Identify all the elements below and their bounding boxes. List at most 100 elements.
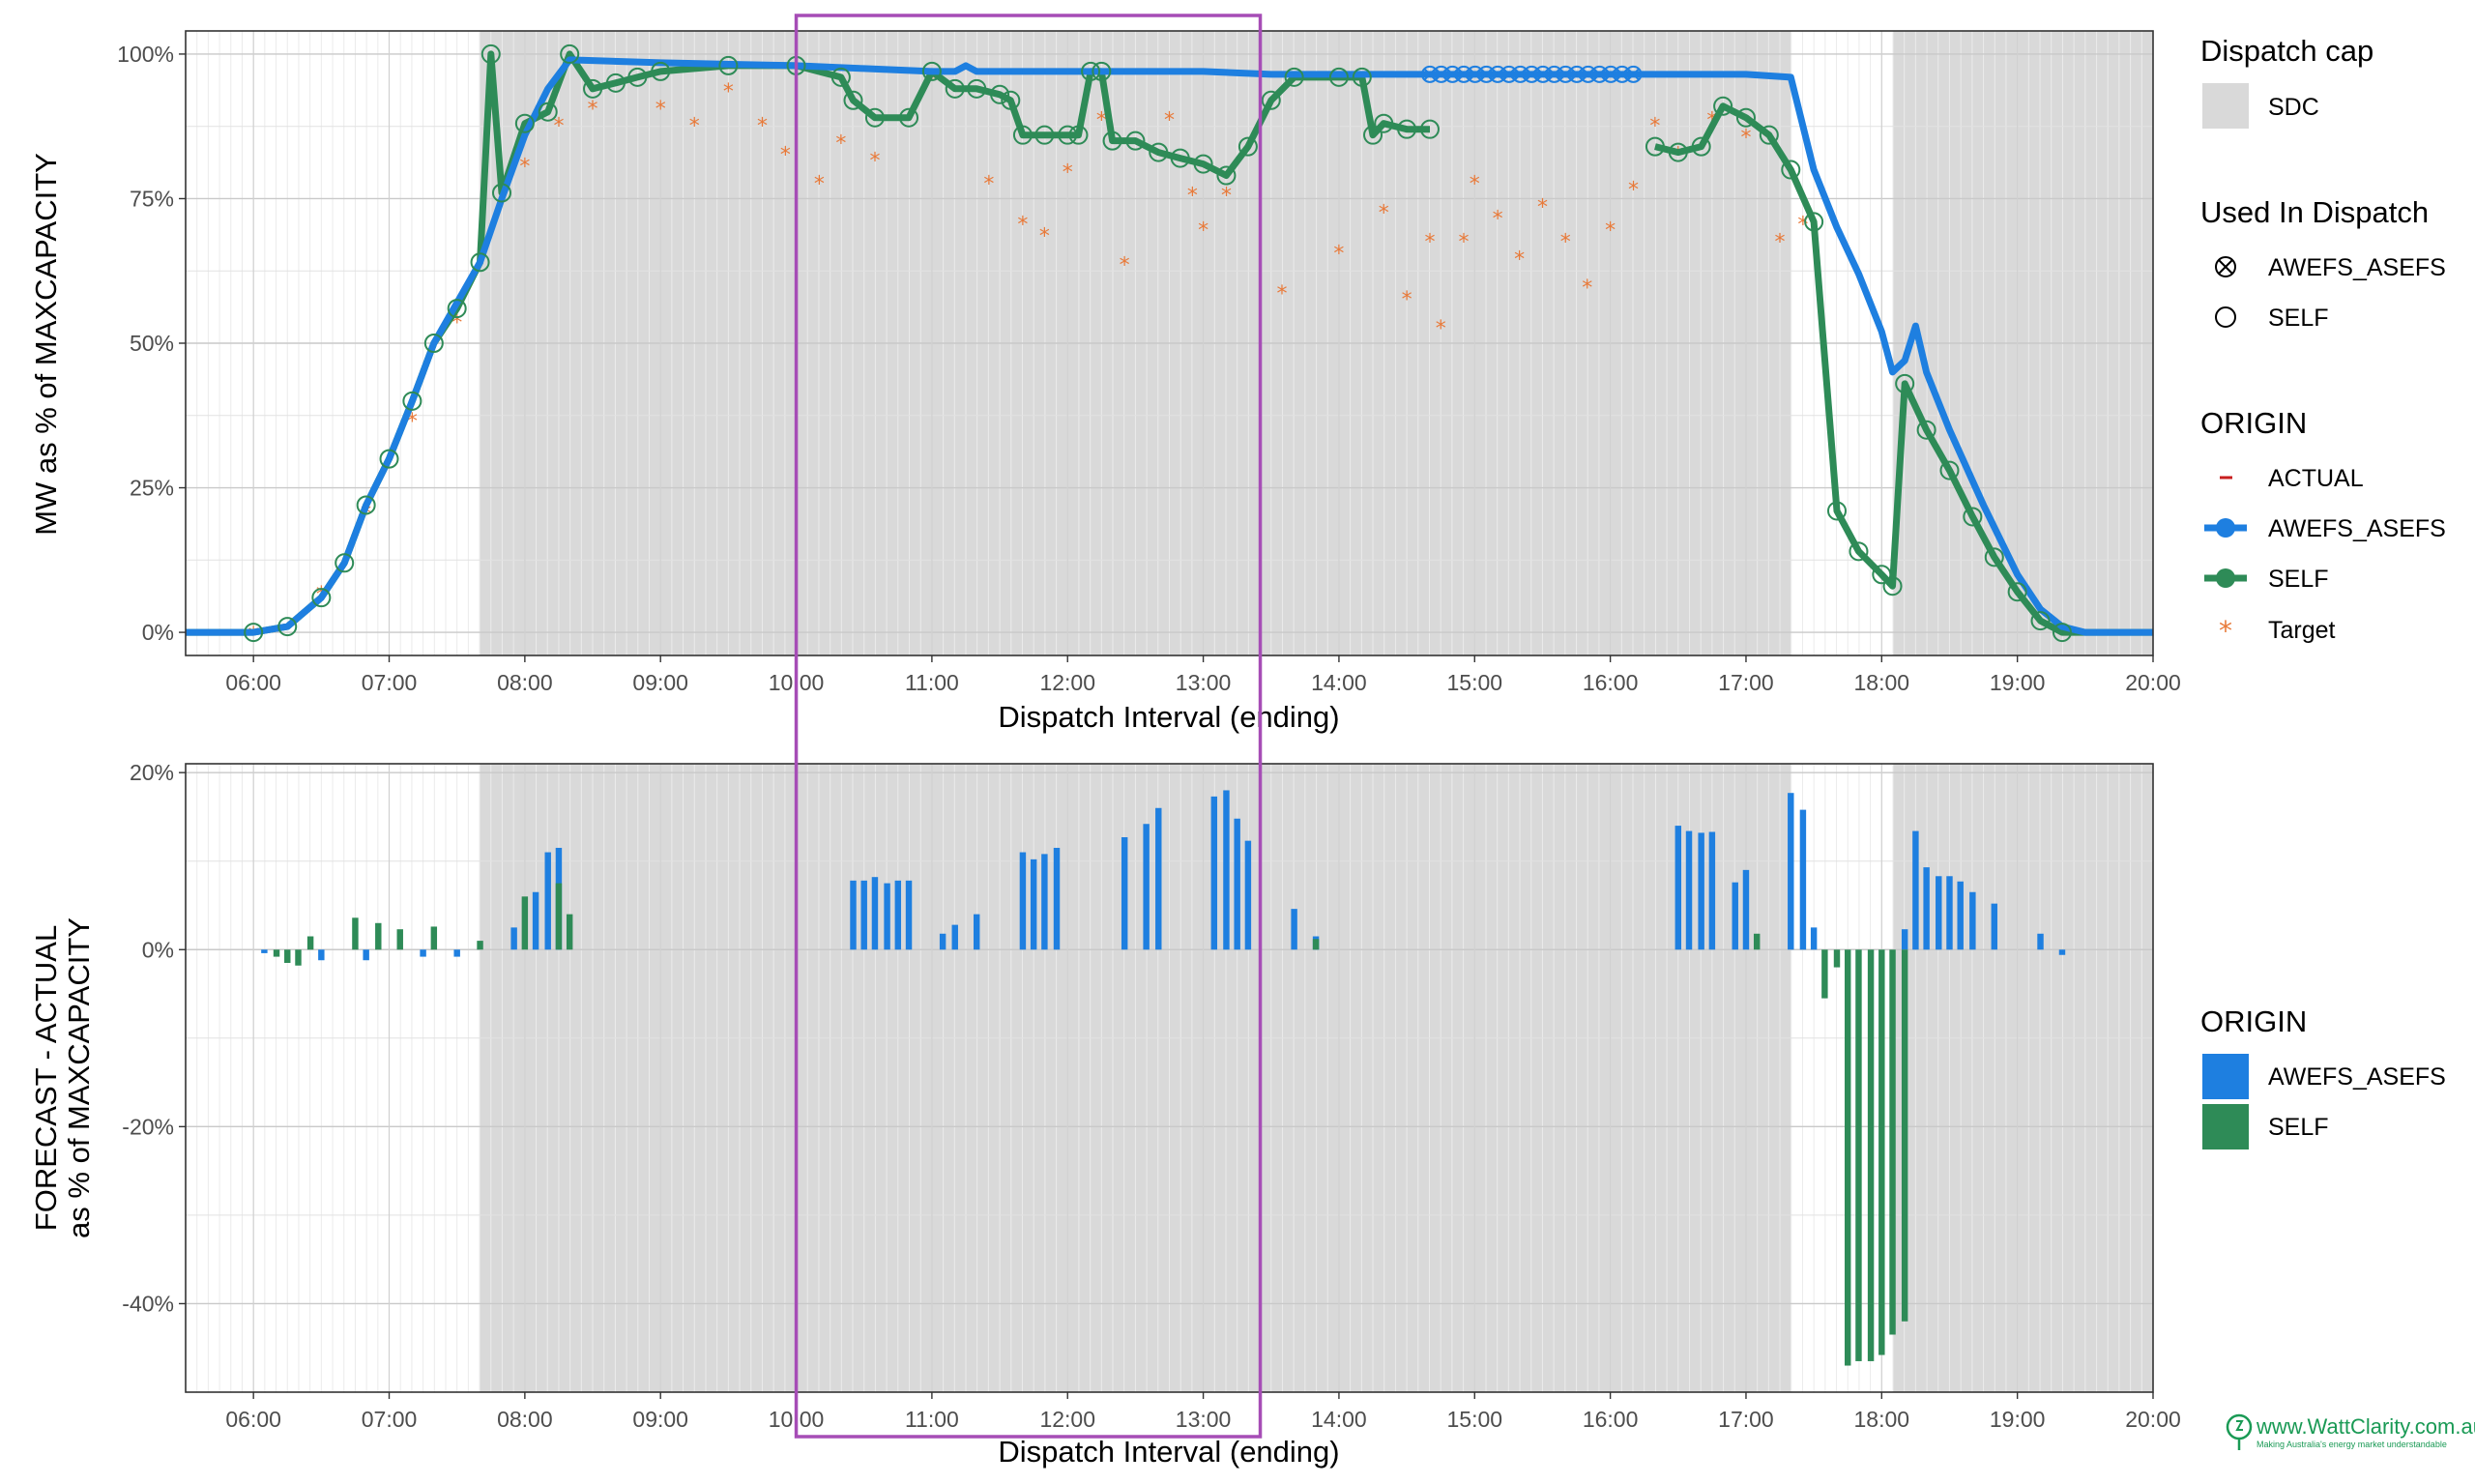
- awefs-bar: [1674, 826, 1682, 950]
- legend-used-self-label: SELF: [2268, 305, 2329, 332]
- self-dispatch-marker: [1363, 125, 1383, 145]
- awefs-bar: [951, 924, 958, 950]
- logo-tagline: Making Australia's energy market underst…: [2257, 1440, 2447, 1449]
- target-point: *: [553, 115, 564, 139]
- bottom-y-tick-label: 0%: [142, 937, 174, 962]
- self-dispatch-marker: [1872, 565, 1892, 585]
- awefs-bar: [1019, 852, 1027, 950]
- self-dispatch-marker: [1916, 420, 1936, 440]
- self-dispatch-marker: [1804, 212, 1824, 232]
- bottom-y-ticks: -40% -20% 0% 20%: [122, 760, 186, 1316]
- awefs-bar: [939, 933, 946, 950]
- self-dispatch-marker: [277, 617, 298, 637]
- awefs-bar: [1143, 824, 1150, 950]
- legend-origin-self-label: SELF: [2268, 566, 2329, 593]
- self-dispatch-marker: [1081, 61, 1101, 81]
- x-tick-label: 11:00: [905, 1407, 959, 1432]
- target-point: *: [519, 156, 530, 180]
- x-tick-label: 20:00: [2125, 670, 2181, 695]
- self-dispatch-marker: [2007, 582, 2027, 602]
- awefs-bar: [1053, 847, 1061, 950]
- self-dispatch-marker: [1092, 61, 1112, 81]
- logo-url[interactable]: www.WattClarity.com.au: [2256, 1414, 2475, 1439]
- self-dispatch-marker: [1668, 142, 1688, 162]
- awefs-bar: [1912, 830, 1919, 950]
- target-point: *: [1402, 288, 1412, 312]
- self-dispatch-marker: [1012, 125, 1033, 145]
- bottom-x-axis-title: Dispatch Interval (ending): [998, 1435, 1339, 1469]
- legend-awefs-swatch: [2202, 1054, 2249, 1099]
- self-bar: [396, 929, 403, 950]
- top-y-tick-label: 50%: [130, 331, 174, 356]
- circle-icon: [2215, 306, 2236, 328]
- self-bar: [1889, 949, 1896, 1335]
- awefs-bar: [453, 949, 460, 957]
- x-tick-label: 16:00: [1583, 670, 1639, 695]
- self-dispatch-marker: [379, 449, 399, 469]
- self-dispatch-marker: [1963, 507, 1983, 527]
- x-tick-label: 14:00: [1311, 1407, 1367, 1432]
- target-point: *: [723, 80, 734, 104]
- target-point: *: [588, 98, 598, 122]
- self-dispatch-marker: [311, 588, 332, 608]
- self-bar: [430, 926, 438, 950]
- bottom-sdc-period: [1892, 764, 2153, 1392]
- awefs-bar: [1799, 809, 1807, 950]
- self-bar: [352, 917, 359, 950]
- legend-origin-actual-label: ACTUAL: [2268, 465, 2364, 492]
- legend-origin2-title: ORIGIN: [2200, 1004, 2307, 1038]
- self-dispatch-marker: [945, 78, 965, 99]
- self-dispatch-marker: [1125, 131, 1146, 151]
- target-point: *: [689, 115, 700, 139]
- awefs-bar: [532, 891, 539, 950]
- self-dispatch-marker: [1849, 541, 1869, 562]
- target-point: *: [1096, 109, 1107, 133]
- top-x-ticks: 06:00 07:00 08:00 09:00 10:00 11:00 12:00 13:00…: [225, 655, 2181, 695]
- self-dispatch-marker: [1713, 96, 1733, 116]
- awefs-bar: [973, 914, 980, 950]
- target-point: *: [1333, 242, 1344, 266]
- self-dispatch-marker: [1001, 90, 1021, 110]
- self-dispatch-marker: [583, 78, 603, 99]
- awefs-bar: [1936, 876, 1942, 950]
- target-point: *: [407, 410, 418, 434]
- top-y-axis-title: MW as % of MAXCAPACITY: [29, 153, 63, 536]
- self-dispatch-marker: [1068, 125, 1089, 145]
- awefs-bar: [1291, 909, 1297, 950]
- x-tick-label: 17:00: [1718, 670, 1774, 695]
- self-dispatch-marker: [447, 299, 467, 319]
- top-y-tick-label: 75%: [130, 186, 174, 211]
- self-dispatch-marker: [921, 61, 942, 81]
- self-dispatch-marker: [1149, 142, 1169, 162]
- awefs-bar: [1121, 836, 1128, 950]
- legend-used-title: Used In Dispatch: [2200, 195, 2429, 229]
- target-point: *: [1470, 173, 1480, 197]
- target-point: *: [1582, 276, 1592, 301]
- x-tick-label: 13:00: [1176, 670, 1232, 695]
- x-tick-label: 20:00: [2125, 1407, 2181, 1432]
- self-dispatch-marker: [1193, 154, 1213, 174]
- target-point: *: [1276, 282, 1287, 306]
- bottom-y-tick-label: 20%: [130, 760, 174, 785]
- bottom-y-axis-title-line2: as % of MAXCAPACITY: [62, 917, 96, 1238]
- self-dispatch-marker: [1284, 67, 1304, 87]
- self-dispatch-marker: [492, 183, 512, 203]
- target-point: *: [1164, 109, 1175, 133]
- x-tick-label: 09:00: [632, 670, 688, 695]
- bottom-y-tick-label: -20%: [122, 1114, 174, 1139]
- legend-origin2-awefs-label: AWEFS_ASEFS: [2268, 1063, 2446, 1091]
- self-dispatch-marker: [423, 334, 444, 353]
- top-y-tick-label: 0%: [142, 620, 174, 645]
- self-dispatch-marker: [1261, 90, 1281, 110]
- x-tick-label: 08:00: [497, 1407, 553, 1432]
- awefs-bar: [1708, 831, 1716, 950]
- self-bar: [1845, 949, 1851, 1366]
- legend-used-awefs-label: AWEFS_ASEFS: [2268, 254, 2446, 281]
- target-point: *: [1740, 127, 1751, 151]
- wattclarity-logo[interactable]: www.WattClarity.com.au Making Australia'…: [2226, 1413, 2475, 1450]
- self-dispatch-marker: [1216, 165, 1237, 186]
- self-bar: [477, 941, 483, 950]
- legend-origin-awefs-label: AWEFS_ASEFS: [2268, 515, 2446, 542]
- awefs-bar: [1223, 790, 1230, 950]
- awefs-bar: [1969, 891, 1976, 950]
